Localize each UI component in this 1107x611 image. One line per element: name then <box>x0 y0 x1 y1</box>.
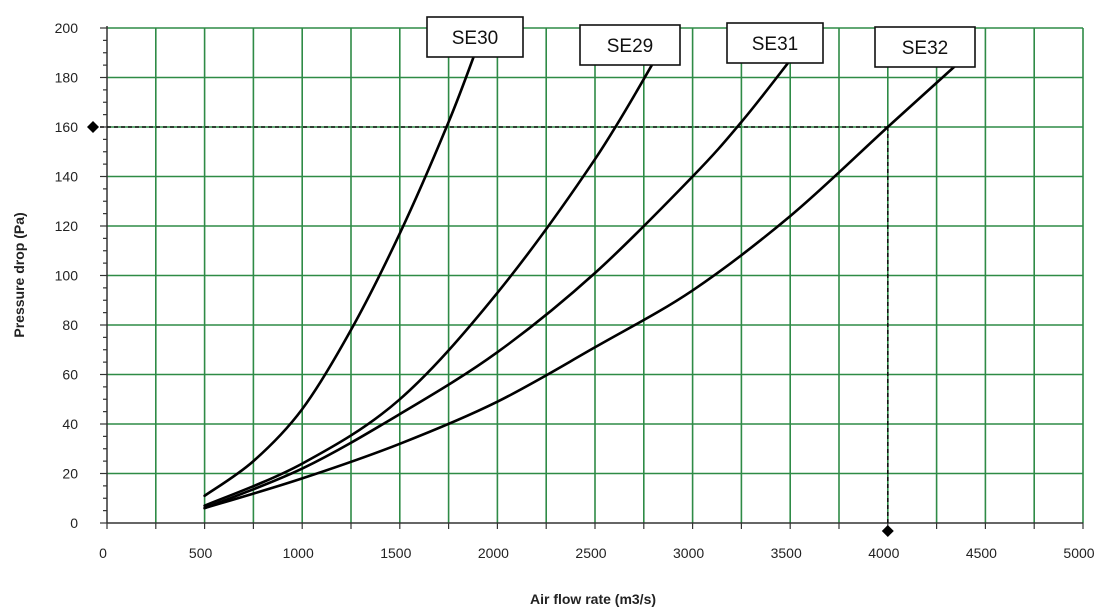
y-tick-label: 20 <box>62 466 78 482</box>
y-axis-label: Pressure drop (Pa) <box>11 212 27 337</box>
series-labels: SE30 SE29 SE31 SE32 <box>426 16 976 68</box>
x-tick-label: 4500 <box>966 545 997 561</box>
series-label-box <box>726 22 824 64</box>
x-tick-label: 1000 <box>283 545 314 561</box>
series-line-se30 <box>203 44 480 498</box>
reference-marker-y <box>87 121 99 133</box>
y-tick-label: 140 <box>55 169 79 185</box>
reference-lines <box>87 121 894 537</box>
series-lines <box>203 44 958 510</box>
x-tick-label: 1500 <box>380 545 411 561</box>
series-label-se31: SE31 <box>752 34 798 55</box>
series-label-box <box>579 24 681 66</box>
series-label-se29: SE29 <box>607 36 653 57</box>
y-tick-label: 0 <box>70 515 78 531</box>
x-tick-label: 0 <box>99 545 107 561</box>
reference-marker-x <box>881 525 894 537</box>
x-tick-label: 500 <box>189 545 213 561</box>
x-tick-label: 2500 <box>575 545 606 561</box>
y-tick-label: 100 <box>55 268 79 284</box>
x-tick-label: 2000 <box>478 545 509 561</box>
series-label-se30: SE30 <box>452 28 498 49</box>
y-tick-label: 60 <box>62 367 78 383</box>
x-axis-label: Air flow rate (m3/s) <box>530 591 656 607</box>
y-tick-label: 120 <box>55 218 79 234</box>
series-line-se29 <box>203 44 665 507</box>
series-label-box <box>426 16 524 58</box>
series-label-se32: SE32 <box>902 38 948 59</box>
x-tick-label: 3500 <box>771 545 802 561</box>
y-tick-label: 80 <box>62 317 78 333</box>
axes <box>100 26 1084 529</box>
series-line-se31 <box>203 58 792 510</box>
x-tick-label: 3000 <box>673 545 704 561</box>
y-tick-label: 180 <box>55 70 79 86</box>
x-tick-label: 5000 <box>1063 545 1094 561</box>
y-tick-label: 160 <box>55 119 79 135</box>
grid <box>107 27 1084 523</box>
y-tick-label: 40 <box>62 416 78 432</box>
series-label-box <box>874 26 976 68</box>
y-tick-label: 200 <box>55 20 79 36</box>
series-line-se32 <box>203 63 958 510</box>
x-tick-label: 4000 <box>868 545 899 561</box>
